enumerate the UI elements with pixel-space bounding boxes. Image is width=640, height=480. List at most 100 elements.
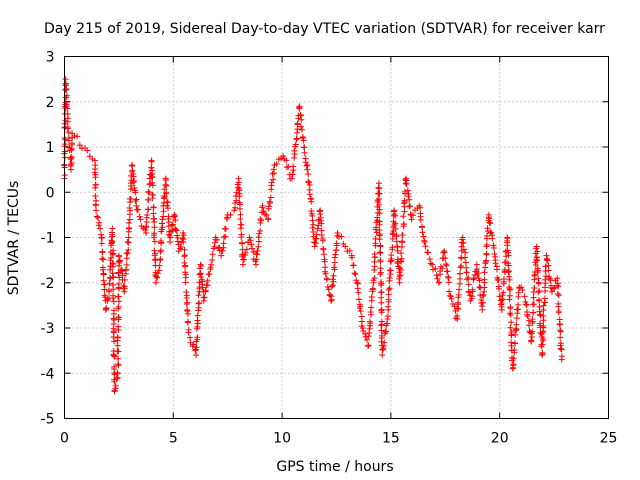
- data-point: [114, 334, 121, 341]
- data-point: [375, 195, 382, 202]
- data-point: [487, 229, 494, 236]
- data-point: [131, 178, 138, 185]
- data-point: [239, 251, 246, 258]
- data-point: [505, 262, 512, 269]
- data-point: [557, 327, 564, 334]
- data-point: [144, 211, 151, 218]
- data-point: [483, 250, 490, 257]
- data-point: [199, 284, 206, 291]
- data-point: [318, 232, 325, 239]
- data-point: [366, 318, 373, 325]
- data-point: [283, 157, 290, 164]
- data-point: [136, 213, 143, 220]
- data-point: [443, 262, 450, 269]
- data-point: [530, 294, 537, 301]
- data-point: [180, 238, 187, 245]
- data-point: [518, 284, 525, 291]
- data-point: [550, 285, 557, 292]
- data-point: [401, 197, 408, 204]
- data-point: [529, 328, 536, 335]
- data-point: [469, 286, 476, 293]
- x-axis-label: GPS time / hours: [276, 459, 393, 475]
- data-point: [100, 266, 107, 273]
- data-point: [398, 250, 405, 257]
- data-point: [322, 270, 329, 277]
- data-point: [156, 262, 163, 269]
- data-point: [195, 292, 202, 299]
- data-point: [536, 297, 543, 304]
- data-point: [506, 285, 513, 292]
- data-point: [134, 206, 141, 213]
- data-point: [260, 208, 267, 215]
- data-point: [557, 334, 564, 341]
- data-point: [159, 216, 166, 223]
- data-point: [257, 216, 264, 223]
- data-point: [400, 213, 407, 220]
- data-point: [513, 321, 520, 328]
- data-point: [458, 255, 465, 262]
- data-point: [480, 291, 487, 298]
- data-point: [528, 338, 535, 345]
- data-point: [68, 154, 75, 161]
- data-point: [365, 342, 372, 349]
- data-point: [248, 241, 255, 248]
- data-point: [522, 301, 529, 308]
- data-point: [385, 303, 392, 310]
- data-point: [308, 198, 315, 205]
- x-tick-label: 5: [169, 431, 178, 447]
- data-point: [536, 287, 543, 294]
- data-point: [146, 189, 153, 196]
- data-point: [429, 261, 436, 268]
- data-point: [100, 256, 107, 263]
- data-point: [154, 270, 161, 277]
- data-point: [350, 262, 357, 269]
- data-point: [115, 323, 122, 330]
- data-point: [463, 276, 470, 283]
- data-point: [130, 179, 137, 186]
- data-point: [110, 352, 117, 359]
- data-point: [400, 221, 407, 228]
- plot-frame: [64, 56, 609, 419]
- data-point: [392, 220, 399, 227]
- data-point: [165, 223, 172, 230]
- data-point: [194, 312, 201, 319]
- data-point: [236, 193, 243, 200]
- data-point: [364, 337, 371, 344]
- data-point: [254, 247, 261, 254]
- data-point: [111, 338, 118, 345]
- data-point: [542, 273, 549, 280]
- data-point: [490, 245, 497, 252]
- data-point: [420, 233, 427, 240]
- data-point: [181, 246, 188, 253]
- data-point: [446, 288, 453, 295]
- data-point: [164, 202, 171, 209]
- data-point: [239, 261, 246, 268]
- data-point: [540, 313, 547, 320]
- data-point: [500, 289, 507, 296]
- data-point: [445, 279, 452, 286]
- x-tick-labels: 0 5 10 15 20 25: [60, 431, 617, 447]
- data-point: [179, 235, 186, 242]
- data-point: [151, 238, 158, 245]
- data-point: [444, 268, 451, 275]
- data-point: [354, 279, 361, 286]
- data-point: [332, 251, 339, 258]
- data-point: [378, 327, 385, 334]
- data-point: [116, 258, 123, 265]
- data-point: [194, 323, 201, 330]
- data-point: [64, 105, 71, 112]
- data-point: [183, 289, 190, 296]
- data-point: [505, 252, 512, 259]
- data-point: [436, 279, 443, 286]
- data-point: [130, 173, 137, 180]
- data-point: [547, 277, 554, 284]
- data-point: [447, 293, 454, 300]
- data-point: [515, 289, 522, 296]
- data-point: [180, 232, 187, 239]
- data-point: [173, 227, 180, 234]
- data-point: [113, 375, 120, 382]
- data-point: [455, 291, 462, 298]
- data-point: [305, 171, 312, 178]
- data-point: [425, 249, 432, 256]
- data-point: [206, 271, 213, 278]
